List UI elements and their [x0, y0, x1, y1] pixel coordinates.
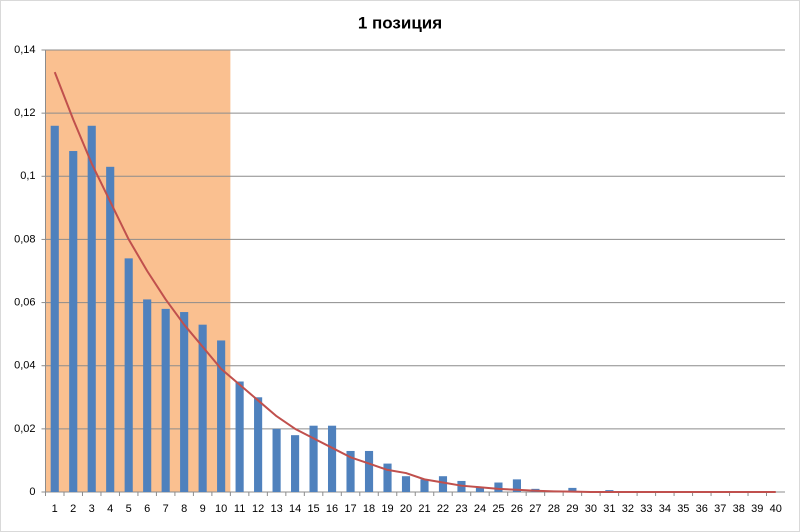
x-tick-label: 10	[215, 503, 227, 515]
x-tick-label: 4	[107, 503, 113, 515]
x-tick-label: 8	[181, 503, 187, 515]
bar	[438, 476, 448, 492]
x-tick-label: 7	[163, 503, 169, 515]
x-tick-label: 2	[70, 503, 76, 515]
bar	[198, 324, 207, 492]
x-tick-label: 27	[529, 503, 541, 515]
y-tick-label: 0,06	[14, 296, 35, 308]
x-tick-label: 24	[474, 503, 486, 515]
bar	[494, 482, 503, 492]
x-tick-label: 33	[640, 503, 652, 515]
x-tick-label: 13	[270, 503, 282, 515]
chart-title: 1 позиция	[358, 13, 442, 32]
bar	[364, 450, 374, 492]
trend-line	[53, 71, 776, 493]
bar	[124, 258, 133, 492]
x-tick-label: 37	[714, 503, 726, 515]
x-tick-label: 12	[252, 503, 264, 515]
bar	[50, 125, 59, 493]
x-tick-label: 30	[585, 503, 597, 515]
x-tick-label: 25	[492, 503, 504, 515]
y-tick-label: 0,02	[14, 423, 35, 435]
x-tick-label: 28	[548, 503, 560, 515]
bar	[512, 479, 521, 492]
x-tick-label: 26	[511, 503, 523, 515]
x-tick-label: 36	[696, 503, 708, 515]
x-tick-label: 38	[733, 503, 745, 515]
x-tick-label: 15	[307, 503, 319, 515]
bar	[235, 381, 244, 492]
bar	[309, 425, 318, 492]
x-tick-label: 14	[289, 503, 301, 515]
bar	[272, 428, 281, 492]
x-tick-label: 23	[455, 503, 467, 515]
y-tick-label: 0	[29, 486, 35, 498]
x-tick-label: 1	[52, 503, 58, 515]
x-tick-label: 19	[381, 503, 393, 515]
x-tick-label: 35	[677, 503, 689, 515]
bar	[346, 450, 355, 492]
bar	[87, 125, 96, 493]
x-tick-label: 5	[126, 503, 132, 515]
x-tick-label: 11	[234, 503, 245, 515]
bar	[161, 308, 170, 492]
y-tick-label: 0,14	[14, 44, 35, 56]
bar	[180, 312, 189, 492]
bar	[217, 340, 226, 492]
bar	[568, 487, 577, 492]
bar	[420, 479, 429, 492]
bar	[143, 299, 152, 492]
bar	[291, 435, 300, 492]
y-tick-label: 0,12	[14, 107, 35, 119]
x-tick-label: 22	[437, 503, 449, 515]
x-tick-label: 40	[770, 503, 782, 515]
bar	[383, 463, 392, 492]
x-tick-label: 6	[144, 503, 150, 515]
x-tick-label: 18	[363, 503, 375, 515]
bar	[327, 425, 337, 492]
y-tick-label: 0,1	[20, 170, 35, 182]
x-tick-label: 21	[418, 503, 430, 515]
x-tick-label: 16	[326, 503, 338, 515]
x-tick-label: 3	[89, 503, 95, 515]
bar	[475, 487, 485, 492]
x-tick-label: 9	[200, 503, 206, 515]
bar	[69, 151, 78, 492]
y-tick-label: 0,08	[14, 233, 35, 245]
x-tick-label: 31	[603, 503, 615, 515]
x-tick-label: 32	[622, 503, 634, 515]
x-tick-label: 29	[566, 503, 578, 515]
bar	[106, 166, 115, 493]
bar	[254, 397, 263, 492]
y-tick-label: 0,04	[14, 360, 35, 372]
x-tick-label: 17	[344, 503, 356, 515]
x-tick-label: 34	[659, 503, 671, 515]
bar	[401, 476, 411, 492]
x-tick-label: 39	[751, 503, 763, 515]
x-tick-label: 20	[400, 503, 412, 515]
